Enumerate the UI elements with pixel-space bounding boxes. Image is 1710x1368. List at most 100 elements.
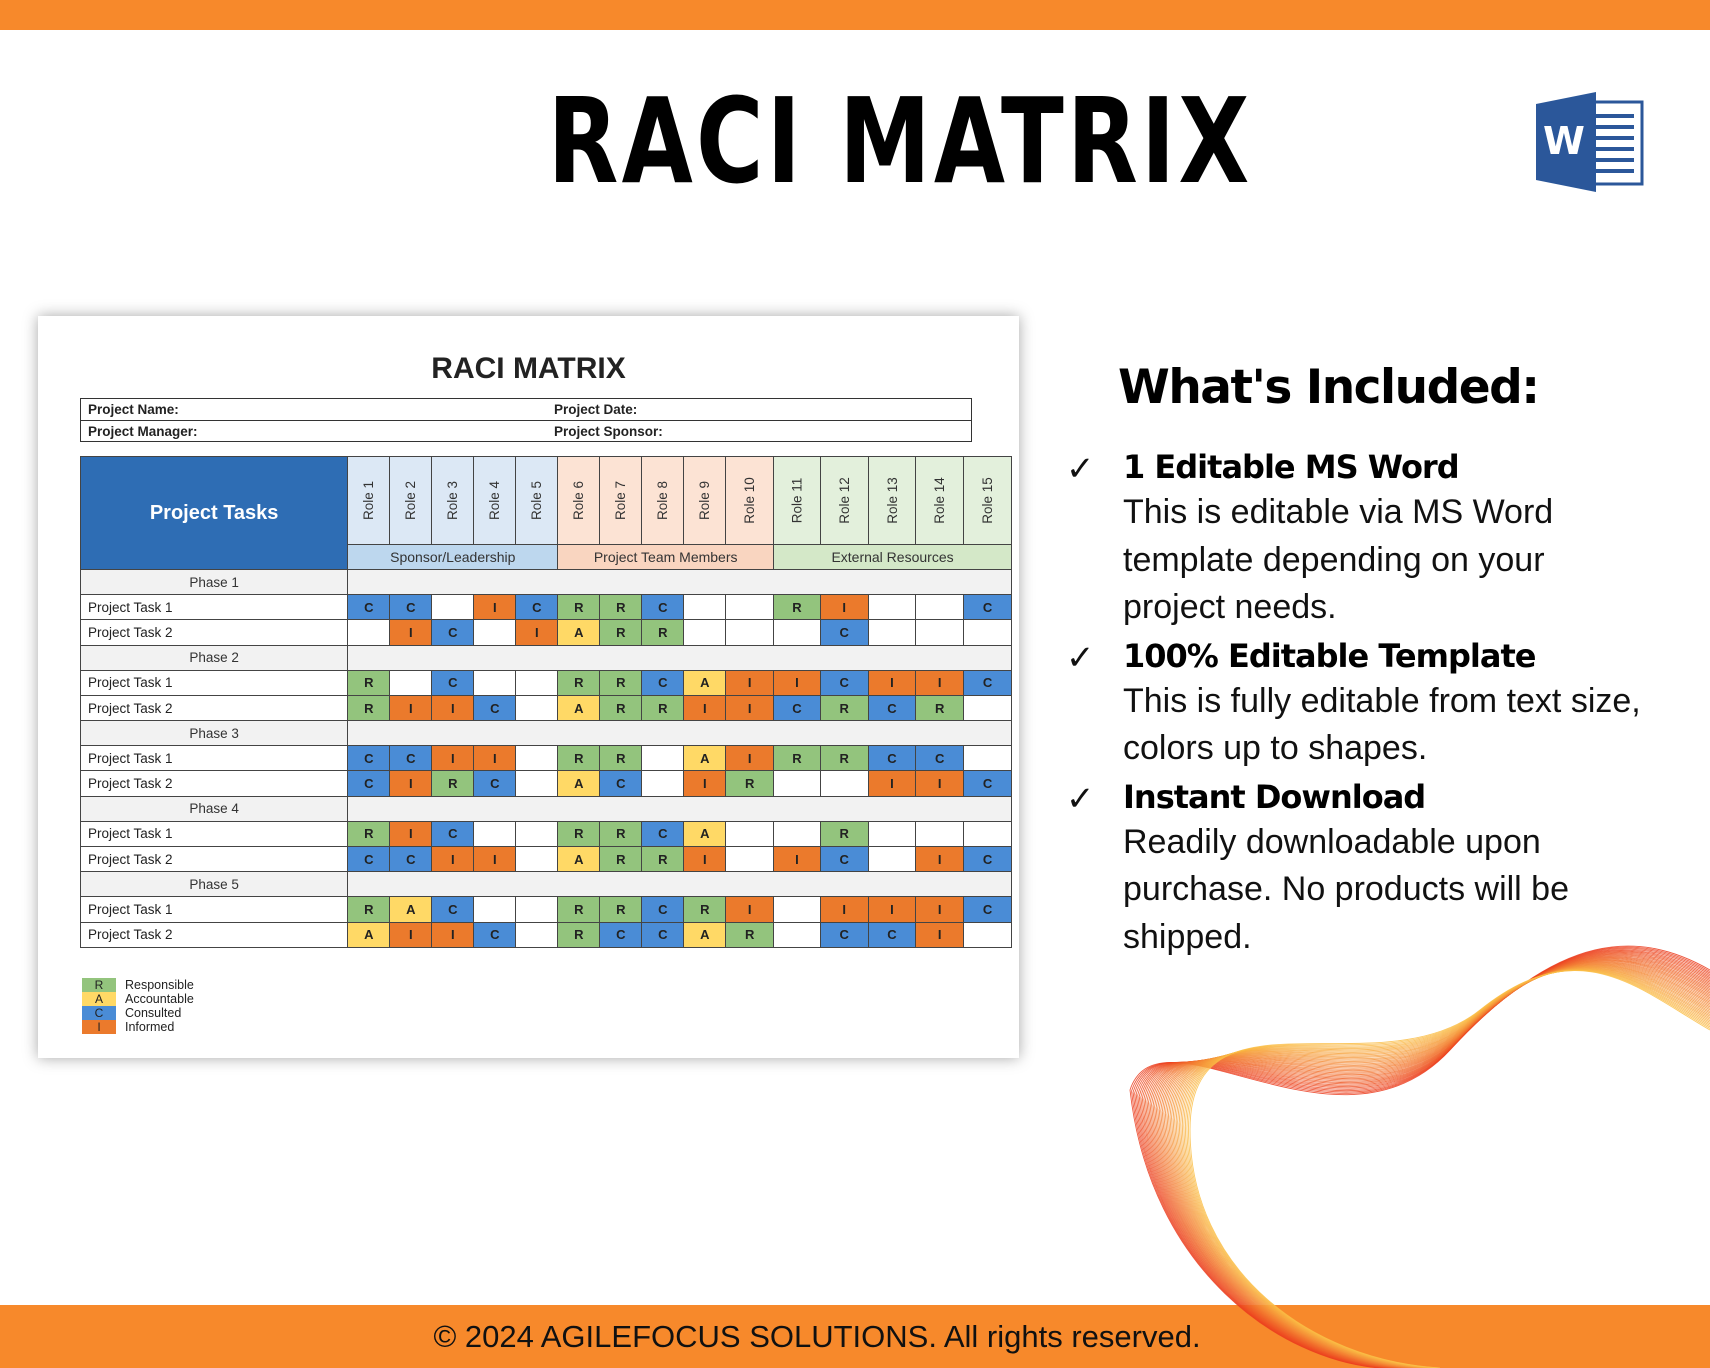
raci-cell: R bbox=[557, 896, 601, 923]
included-item-heading: Instant Download bbox=[1123, 777, 1426, 816]
checkmark-icon: ✓ bbox=[1066, 638, 1095, 677]
role-label: Role 2 bbox=[403, 480, 419, 521]
role-group-header: External Resources bbox=[773, 544, 1012, 570]
raci-cell: C bbox=[431, 896, 475, 923]
raci-cell: C bbox=[963, 593, 1012, 621]
raci-cell: R bbox=[599, 669, 643, 696]
raci-cell bbox=[473, 619, 517, 646]
raci-cell: R bbox=[599, 593, 643, 621]
task-label: Project Task 2 bbox=[79, 694, 349, 722]
raci-cell: I bbox=[431, 921, 475, 948]
raci-cell: I bbox=[915, 896, 965, 923]
raci-cell: C bbox=[599, 921, 643, 948]
raci-cell: I bbox=[683, 770, 727, 797]
raci-cell: R bbox=[819, 745, 869, 772]
wave-line bbox=[1131, 946, 1710, 1368]
role-group-header: Sponsor/Leadership bbox=[347, 544, 559, 570]
raci-cell bbox=[915, 820, 965, 848]
raci-cell: C bbox=[819, 846, 869, 873]
raci-cell: A bbox=[557, 694, 601, 722]
raci-cell bbox=[515, 921, 559, 948]
raci-cell: A bbox=[683, 921, 727, 948]
phase-label: Phase 4 bbox=[79, 795, 349, 822]
wave-line bbox=[1152, 959, 1710, 1368]
phase-row-fill bbox=[347, 644, 1012, 671]
raci-cell: R bbox=[725, 921, 775, 948]
raci-cell bbox=[915, 619, 965, 646]
role-header: Role 10 bbox=[725, 456, 775, 545]
raci-cell bbox=[347, 619, 391, 646]
raci-cell bbox=[819, 770, 869, 797]
raci-cell: R bbox=[683, 896, 727, 923]
wave-line bbox=[1149, 957, 1710, 1368]
raci-cell: I bbox=[389, 820, 433, 848]
phase-row: Phase 2 bbox=[79, 644, 1012, 671]
raci-cell: C bbox=[641, 896, 685, 923]
role-label: Role 4 bbox=[487, 480, 503, 521]
raci-cell: C bbox=[963, 770, 1012, 797]
raci-cell bbox=[963, 820, 1012, 848]
raci-cell: R bbox=[641, 694, 685, 722]
raci-cell: A bbox=[389, 896, 433, 923]
raci-cell: C bbox=[641, 921, 685, 948]
raci-cell: I bbox=[915, 770, 965, 797]
raci-cell bbox=[473, 669, 517, 696]
wave-line bbox=[1134, 948, 1710, 1368]
phase-row-fill bbox=[347, 795, 1012, 822]
raci-cell: C bbox=[867, 745, 917, 772]
raci-cell: R bbox=[641, 619, 685, 646]
raci-cell: R bbox=[431, 770, 475, 797]
raci-legend: R Responsible A Accountable C Consulted I Infor… bbox=[82, 978, 194, 1034]
role-header: Role 14 bbox=[915, 456, 965, 545]
included-item-text: template depending on your bbox=[1123, 540, 1545, 579]
included-item: ✓ Instant Download Readily downloadable up… bbox=[1060, 775, 1700, 962]
included-item-text: project needs. bbox=[1123, 588, 1337, 626]
phase-label: Phase 5 bbox=[79, 871, 349, 898]
raci-cell: R bbox=[557, 669, 601, 696]
decorative-wave-graphic bbox=[1129, 945, 1710, 1368]
raci-cell: I bbox=[725, 669, 775, 696]
raci-cell: C bbox=[473, 770, 517, 797]
role-label: Role 13 bbox=[884, 477, 900, 524]
raci-cell: R bbox=[347, 669, 391, 696]
role-header: Role 11 bbox=[773, 456, 821, 545]
phase-row: Phase 4 bbox=[79, 795, 1012, 822]
raci-cell: A bbox=[683, 820, 727, 848]
wave-line bbox=[1132, 947, 1710, 1368]
legend-label: Responsible bbox=[125, 978, 194, 992]
included-item-heading: 100% Editable Template bbox=[1123, 636, 1536, 675]
role-header: Role 3 bbox=[431, 456, 475, 545]
raci-cell: R bbox=[819, 820, 869, 848]
raci-cell: C bbox=[389, 593, 433, 621]
raci-cell: I bbox=[773, 846, 821, 873]
project-name-label: Project Name: bbox=[88, 402, 179, 417]
raci-cell: I bbox=[915, 921, 965, 948]
raci-cell: R bbox=[599, 820, 643, 848]
svg-text:W: W bbox=[1543, 119, 1585, 163]
wave-line bbox=[1146, 955, 1710, 1368]
raci-cell: C bbox=[641, 669, 685, 696]
role-header: Role 6 bbox=[557, 456, 601, 545]
included-item-text: colors up to shapes. bbox=[1123, 729, 1428, 767]
raci-cell: I bbox=[389, 694, 433, 722]
raci-cell: C bbox=[773, 694, 821, 722]
raci-cell bbox=[963, 694, 1012, 722]
raci-cell: C bbox=[641, 593, 685, 621]
raci-cell: R bbox=[557, 593, 601, 621]
raci-cell: I bbox=[431, 846, 475, 873]
role-label: Role 6 bbox=[571, 480, 587, 521]
raci-cell: I bbox=[473, 745, 517, 772]
legend-swatch: C bbox=[82, 1006, 116, 1020]
raci-cell: C bbox=[819, 619, 869, 646]
raci-cell bbox=[515, 896, 559, 923]
raci-cell: C bbox=[819, 921, 869, 948]
phase-row: Phase 3 bbox=[79, 720, 1012, 747]
role-label: Role 5 bbox=[529, 480, 545, 521]
wave-line bbox=[1137, 950, 1710, 1368]
raci-cell: C bbox=[347, 745, 391, 772]
